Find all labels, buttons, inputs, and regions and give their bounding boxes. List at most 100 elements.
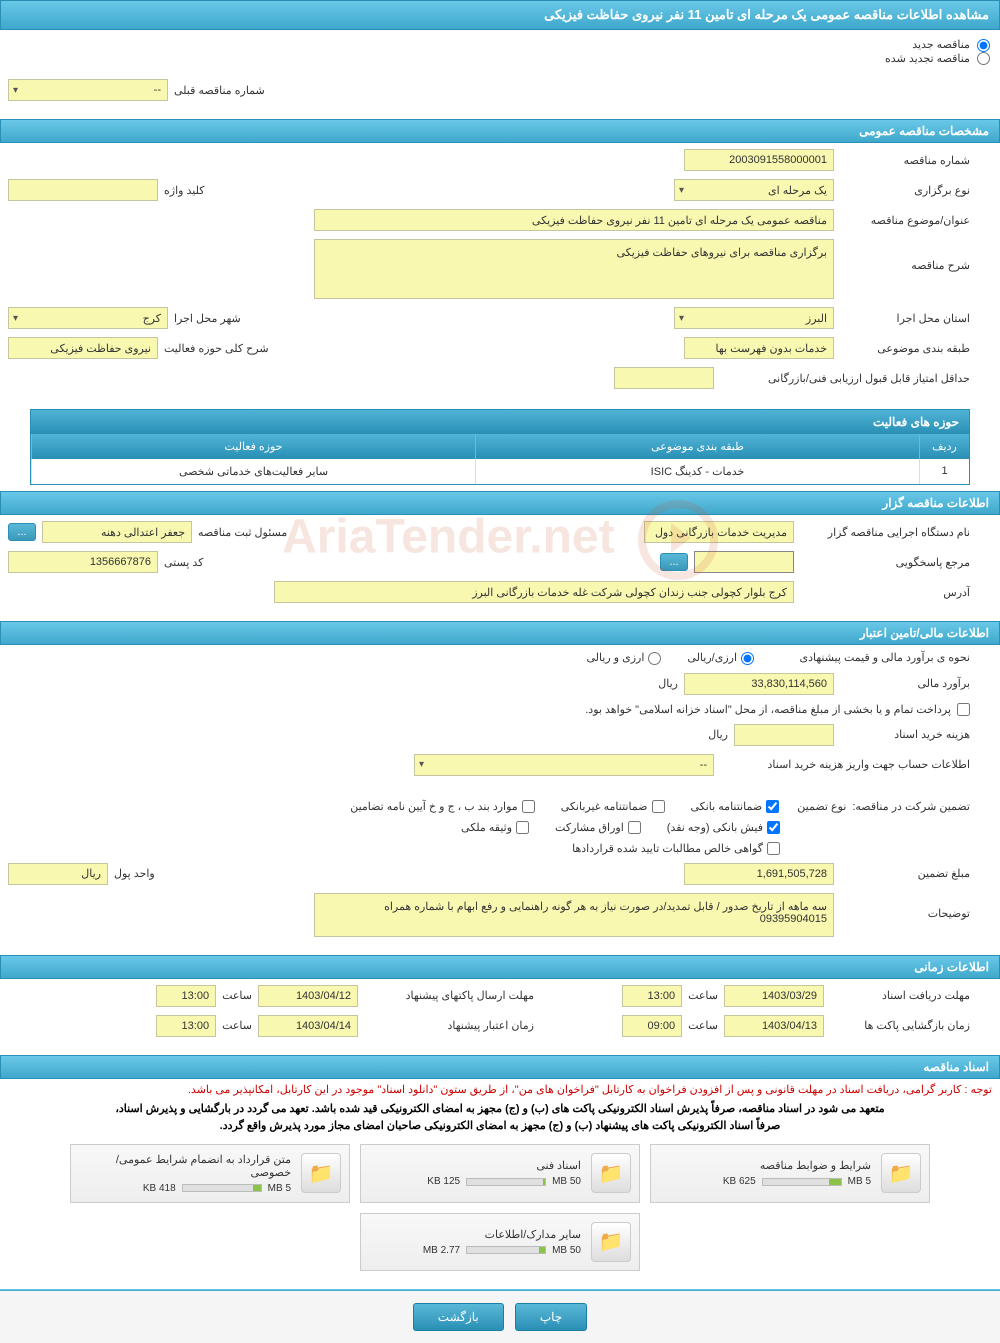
estimate-field: 33,830,114,560 bbox=[684, 673, 834, 695]
cell-category: خدمات - کدینگ ISIC bbox=[475, 459, 919, 484]
min-score-label: حداقل امتیاز قابل قبول ارزیابی فنی/بازرگ… bbox=[720, 372, 970, 385]
chk-non-bank[interactable]: ضمانتنامه غیربانکی bbox=[561, 800, 665, 813]
prev-tender-select[interactable]: -- ▾ bbox=[8, 79, 168, 101]
col-category: طبقه بندی موضوعی bbox=[475, 434, 919, 459]
submit-date: 1403/04/12 bbox=[258, 985, 358, 1007]
holding-type-select[interactable]: یک مرحله ای ▾ bbox=[674, 179, 834, 201]
responder-field[interactable] bbox=[694, 551, 794, 573]
radio-new-input[interactable] bbox=[977, 39, 990, 52]
subject-label: عنوان/موضوع مناقصه bbox=[840, 214, 970, 227]
prev-tender-label: شماره مناقصه قبلی bbox=[174, 84, 265, 97]
activity-scope-label: شرح کلی حوزه فعالیت bbox=[164, 342, 269, 355]
subject-field: مناقصه عمومی یک مرحله ای تامین 11 نفر نی… bbox=[314, 209, 834, 231]
chk-bank-slip[interactable]: فیش بانکی (وجه نقد) bbox=[667, 821, 780, 834]
guarantee-type-label: نوع تضمین bbox=[797, 800, 846, 813]
back-button[interactable]: بازگشت bbox=[413, 1303, 504, 1331]
section-timing: اطلاعات زمانی bbox=[0, 955, 1000, 979]
doc-title: سایر مدارک/اطلاعات bbox=[369, 1228, 581, 1241]
chk-property[interactable]: وثیقه ملکی bbox=[461, 821, 529, 834]
doc-size: 625 KB bbox=[723, 1176, 756, 1187]
radio-rial[interactable]: ارزی/ریالی bbox=[687, 651, 754, 665]
doc-max: 50 MB bbox=[552, 1245, 581, 1256]
keyword-label: کلید واژه bbox=[164, 184, 204, 197]
chk-regulation[interactable]: موارد بند ب ، ج و خ آیین نامه تضامین bbox=[350, 800, 534, 813]
min-score-field[interactable] bbox=[614, 367, 714, 389]
folder-icon: 📁 bbox=[591, 1222, 631, 1262]
radio-renewed-label: مناقصه تجدید شده bbox=[885, 53, 970, 65]
doc-box[interactable]: 📁 اسناد فنی 50 MB 125 KB bbox=[360, 1144, 640, 1203]
chk-bank-guarantee[interactable]: ضمانتنامه بانکی bbox=[691, 800, 780, 813]
registrar-label: مسئول ثبت مناقصه bbox=[198, 526, 287, 539]
folder-icon: 📁 bbox=[591, 1153, 631, 1193]
radio-renewed-input[interactable] bbox=[977, 52, 990, 65]
account-info-select[interactable]: -- ▾ bbox=[414, 754, 714, 776]
print-button[interactable]: چاپ bbox=[515, 1303, 587, 1331]
guarantee-amount-field: 1,691,505,728 bbox=[684, 863, 834, 885]
folder-icon: 📁 bbox=[881, 1153, 921, 1193]
validity-time: 13:00 bbox=[156, 1015, 216, 1037]
doc-box[interactable]: 📁 متن قرارداد به انضمام شرایط عمومی/خصوص… bbox=[70, 1144, 350, 1203]
documents-container: 📁 شرایط و ضوابط مناقصه 5 MB 625 KB 📁 اسن… bbox=[0, 1134, 1000, 1281]
tender-number-field: 2003091558000001 bbox=[684, 149, 834, 171]
org-name-field: مدیریت خدمات بازرگانی دول bbox=[644, 521, 794, 543]
chevron-down-icon: ▾ bbox=[679, 313, 684, 324]
radio-new-label: مناقصه جدید bbox=[912, 39, 970, 51]
category-field: خدمات بدون فهرست بها bbox=[684, 337, 834, 359]
city-label: شهر محل اجرا bbox=[174, 312, 241, 325]
progress-bar bbox=[466, 1246, 546, 1254]
receive-date: 1403/03/29 bbox=[724, 985, 824, 1007]
cell-idx: 1 bbox=[919, 459, 969, 484]
footer-buttons: چاپ بازگشت bbox=[0, 1291, 1000, 1343]
radio-renewed-tender[interactable]: مناقصه تجدید شده bbox=[885, 52, 990, 66]
more-button[interactable]: ... bbox=[8, 523, 36, 541]
progress-bar bbox=[182, 1184, 262, 1192]
guarantee-label: تضمین شرکت در مناقصه: bbox=[852, 800, 970, 813]
radio-new-tender[interactable]: مناقصه جدید bbox=[912, 38, 990, 52]
currency-unit-field: ریال bbox=[8, 863, 108, 885]
registrar-field: جعفر اعتدالی دهنه bbox=[42, 521, 192, 543]
account-info-label: اطلاعات حساب جهت واریز هزینه خرید اسناد bbox=[720, 758, 970, 771]
doc-box[interactable]: 📁 شرایط و ضوابط مناقصه 5 MB 625 KB bbox=[650, 1144, 930, 1203]
doc-title: متن قرارداد به انضمام شرایط عمومی/خصوصی bbox=[79, 1153, 291, 1179]
section-organizer: اطلاعات مناقصه گزار bbox=[0, 491, 1000, 515]
doc-max: 5 MB bbox=[268, 1183, 291, 1194]
address-label: آدرس bbox=[800, 586, 970, 599]
notice-bold-1: متعهد می شود در اسناد مناقصه، صرفاً پذیر… bbox=[0, 1100, 1000, 1117]
keyword-field[interactable] bbox=[8, 179, 158, 201]
radio-foreign[interactable]: ارزی و ریالی bbox=[586, 651, 661, 665]
receive-time: 13:00 bbox=[622, 985, 682, 1007]
opening-label: زمان بازگشایی پاکت ها bbox=[830, 1019, 970, 1032]
validity-label: زمان اعتبار پیشنهاد bbox=[364, 1019, 534, 1032]
doc-title: شرایط و ضوابط مناقصه bbox=[659, 1159, 871, 1172]
holding-type-label: نوع برگزاری bbox=[840, 184, 970, 197]
description-label: شرح مناقصه bbox=[840, 239, 970, 272]
progress-bar bbox=[762, 1178, 842, 1186]
opening-time: 09:00 bbox=[622, 1015, 682, 1037]
province-select[interactable]: البرز ▾ bbox=[674, 307, 834, 329]
validity-date: 1403/04/14 bbox=[258, 1015, 358, 1037]
currency-unit-label: واحد پول bbox=[114, 867, 155, 880]
doc-size: 418 KB bbox=[143, 1183, 176, 1194]
chevron-down-icon: ▾ bbox=[13, 85, 18, 96]
payment-note-checkbox[interactable] bbox=[957, 703, 970, 716]
activity-table-header-row: ردیف طبقه بندی موضوعی حوزه فعالیت bbox=[31, 434, 969, 459]
col-scope: حوزه فعالیت bbox=[31, 434, 475, 459]
opening-date: 1403/04/13 bbox=[724, 1015, 824, 1037]
doc-cost-label: هزینه خرید اسناد bbox=[840, 728, 970, 741]
doc-box[interactable]: 📁 سایر مدارک/اطلاعات 50 MB 2.77 MB bbox=[360, 1213, 640, 1271]
guarantee-notes-label: توضیحات bbox=[840, 893, 970, 920]
chk-receivables[interactable]: گواهی خالص مطالبات تایید شده قراردادها bbox=[572, 842, 780, 855]
tender-number-label: شماره مناقصه bbox=[840, 154, 970, 167]
receive-label: مهلت دریافت اسناد bbox=[830, 989, 970, 1002]
notice-bold-2: صرفاً اسناد الکترونیکی پاکت های پیشنهاد … bbox=[0, 1117, 1000, 1134]
address-field: کرج بلوار کچولی جنب زندان کچولی شرکت غله… bbox=[274, 581, 794, 603]
cell-scope: سایر فعالیت‌های خدماتی شخصی bbox=[31, 459, 475, 484]
chk-bonds[interactable]: اوراق مشارکت bbox=[555, 821, 641, 834]
postal-label: کد پستی bbox=[164, 556, 203, 569]
city-select[interactable]: کرج ▾ bbox=[8, 307, 168, 329]
more-button-2[interactable]: ... bbox=[660, 553, 688, 571]
submit-time: 13:00 bbox=[156, 985, 216, 1007]
doc-cost-field[interactable] bbox=[734, 724, 834, 746]
activity-table-title: حوزه های فعالیت bbox=[31, 410, 969, 434]
tender-type-group: مناقصه جدید مناقصه تجدید شده bbox=[0, 30, 1000, 73]
